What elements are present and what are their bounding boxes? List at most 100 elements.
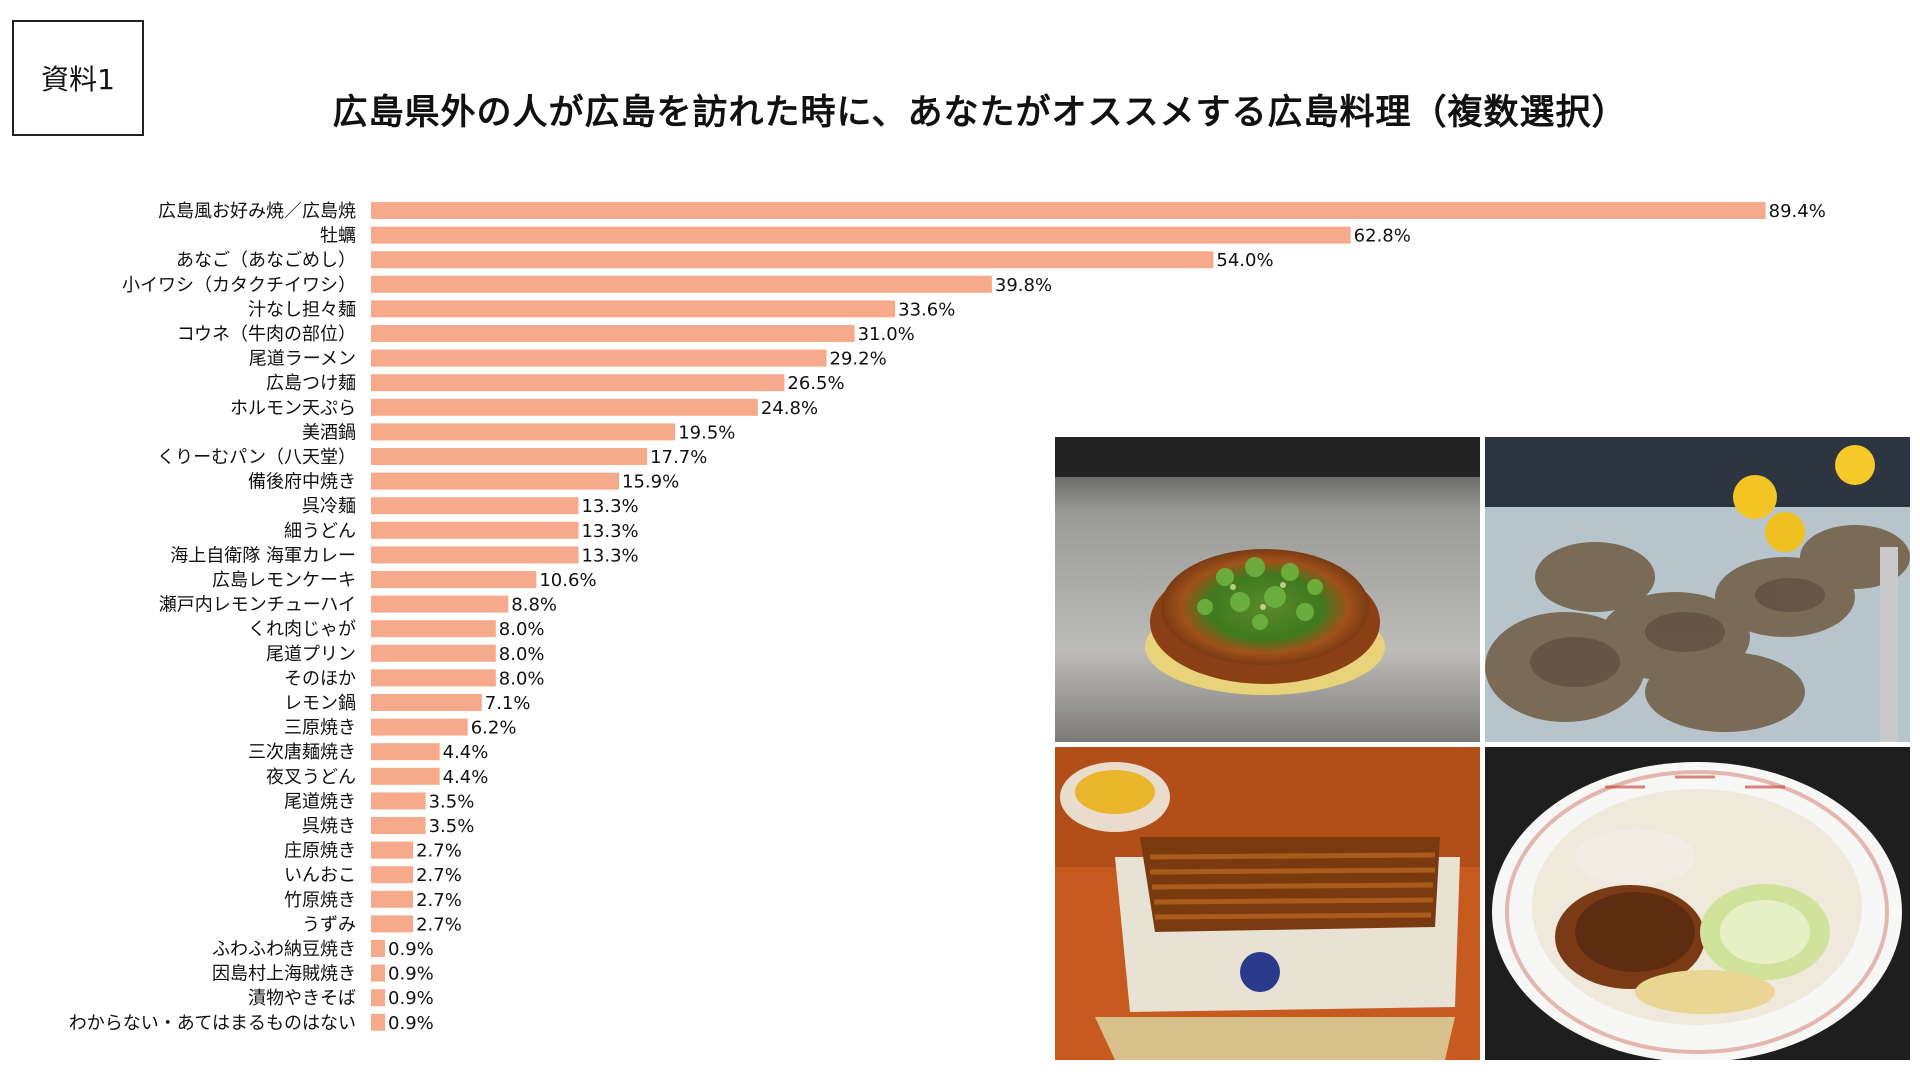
category-label: うずみ (302, 914, 356, 935)
bar (371, 817, 426, 834)
value-label: 4.4% (443, 742, 489, 763)
category-label: あなご（あなごめし） (176, 250, 356, 271)
bar (371, 915, 414, 933)
bar (371, 964, 386, 982)
category-label: ホルモン天ぷら (230, 398, 356, 419)
value-label: 26.5% (787, 373, 844, 394)
category-label: 庄原焼き (284, 841, 356, 862)
bar (371, 374, 785, 392)
category-label: 汁なし担々麺 (248, 299, 356, 320)
bar (371, 792, 426, 810)
bar (371, 841, 414, 859)
category-label: 海上自衛隊 海軍カレー (170, 545, 356, 566)
bar (371, 694, 482, 711)
value-label: 13.3% (581, 496, 638, 517)
bar (371, 718, 468, 736)
bar (371, 521, 579, 539)
value-label: 8.0% (499, 619, 545, 640)
category-label: 三次唐麺焼き (248, 742, 356, 763)
shirunashi-tantanmen-photo (1485, 747, 1910, 1060)
category-label: そのほか (284, 668, 356, 689)
value-label: 2.7% (416, 890, 462, 911)
category-label: 広島風お好み焼／広島焼 (158, 201, 356, 222)
value-label: 31.0% (858, 324, 915, 345)
category-label: 夜叉うどん (266, 767, 356, 788)
value-label: 13.3% (581, 545, 638, 566)
value-label: 8.8% (511, 595, 557, 616)
bar (371, 349, 827, 367)
value-label: 7.1% (485, 693, 531, 714)
okonomiyaki-photo (1055, 437, 1480, 742)
page-title: 広島県外の人が広島を訪れた時に、あなたがオススメする広島料理（複数選択） (332, 93, 1628, 133)
value-label: 54.0% (1216, 250, 1273, 271)
value-label: 24.8% (761, 398, 818, 419)
category-label: 竹原焼き (284, 890, 356, 911)
category-label: いんおこ (284, 865, 356, 886)
bar (371, 472, 620, 490)
bar (371, 767, 440, 785)
category-label: 漬物やきそば (248, 988, 356, 1009)
category-label: 美酒鍋 (302, 422, 356, 443)
value-label: 3.5% (429, 816, 475, 837)
value-label: 2.7% (416, 865, 462, 886)
category-label: 尾道プリン (266, 644, 356, 665)
value-label: 3.5% (429, 791, 475, 812)
category-label: 呉焼き (302, 816, 356, 837)
category-label: 尾道焼き (284, 791, 356, 812)
value-label: 10.6% (539, 570, 596, 591)
value-label: 39.8% (995, 275, 1052, 296)
bar (371, 866, 414, 884)
bar (371, 620, 496, 638)
bar (371, 226, 1351, 244)
category-label: くりーむパン（八天堂） (157, 447, 356, 468)
category-label: 呉冷麺 (302, 496, 356, 517)
value-label: 29.2% (830, 349, 887, 370)
bar (371, 325, 855, 342)
category-label: 備後府中焼き (248, 472, 356, 493)
category-label: 尾道ラーメン (249, 349, 356, 370)
value-label: 8.0% (499, 644, 545, 665)
bar (371, 497, 579, 515)
value-label: 0.9% (388, 988, 434, 1009)
value-label: 13.3% (581, 521, 638, 542)
anago-meshi-photo (1055, 747, 1480, 1060)
bar (371, 423, 676, 441)
value-label: 0.9% (388, 1013, 434, 1034)
category-label: わからない・あてはまるものはない (69, 1013, 356, 1034)
value-label: 0.9% (388, 964, 434, 985)
bar (371, 202, 1766, 219)
category-label: 広島レモンケーキ (212, 570, 356, 591)
category-label: レモン鍋 (284, 693, 356, 714)
bar (371, 890, 414, 908)
value-label: 2.7% (416, 841, 462, 862)
value-label: 62.8% (1354, 226, 1411, 247)
bar (371, 571, 537, 588)
bar (371, 398, 758, 416)
oysters-photo (1485, 437, 1910, 742)
bar (371, 448, 648, 465)
category-label: 小イワシ（カタクチイワシ） (122, 275, 356, 296)
bar (371, 275, 992, 293)
bar (371, 546, 579, 564)
bar (371, 644, 496, 662)
bar (371, 595, 509, 613)
value-label: 4.4% (443, 767, 489, 788)
category-label: ふわふわ納豆焼き (212, 939, 356, 960)
doc-label: 資料1 (12, 20, 144, 136)
value-label: 0.9% (388, 939, 434, 960)
value-label: 89.4% (1769, 201, 1826, 222)
category-label: 牡蠣 (320, 226, 356, 247)
bar (371, 989, 386, 1007)
value-label: 15.9% (622, 472, 679, 493)
category-label: 三原焼き (284, 718, 356, 739)
value-label: 8.0% (499, 668, 545, 689)
value-label: 2.7% (416, 914, 462, 935)
category-label: 瀬戸内レモンチューハイ (159, 595, 356, 616)
category-label: 因島村上海賊焼き (212, 964, 356, 985)
bar (371, 940, 386, 957)
value-label: 17.7% (650, 447, 707, 468)
bar (371, 669, 496, 687)
category-label: くれ肉じゃが (248, 619, 356, 640)
value-label: 33.6% (898, 299, 955, 320)
